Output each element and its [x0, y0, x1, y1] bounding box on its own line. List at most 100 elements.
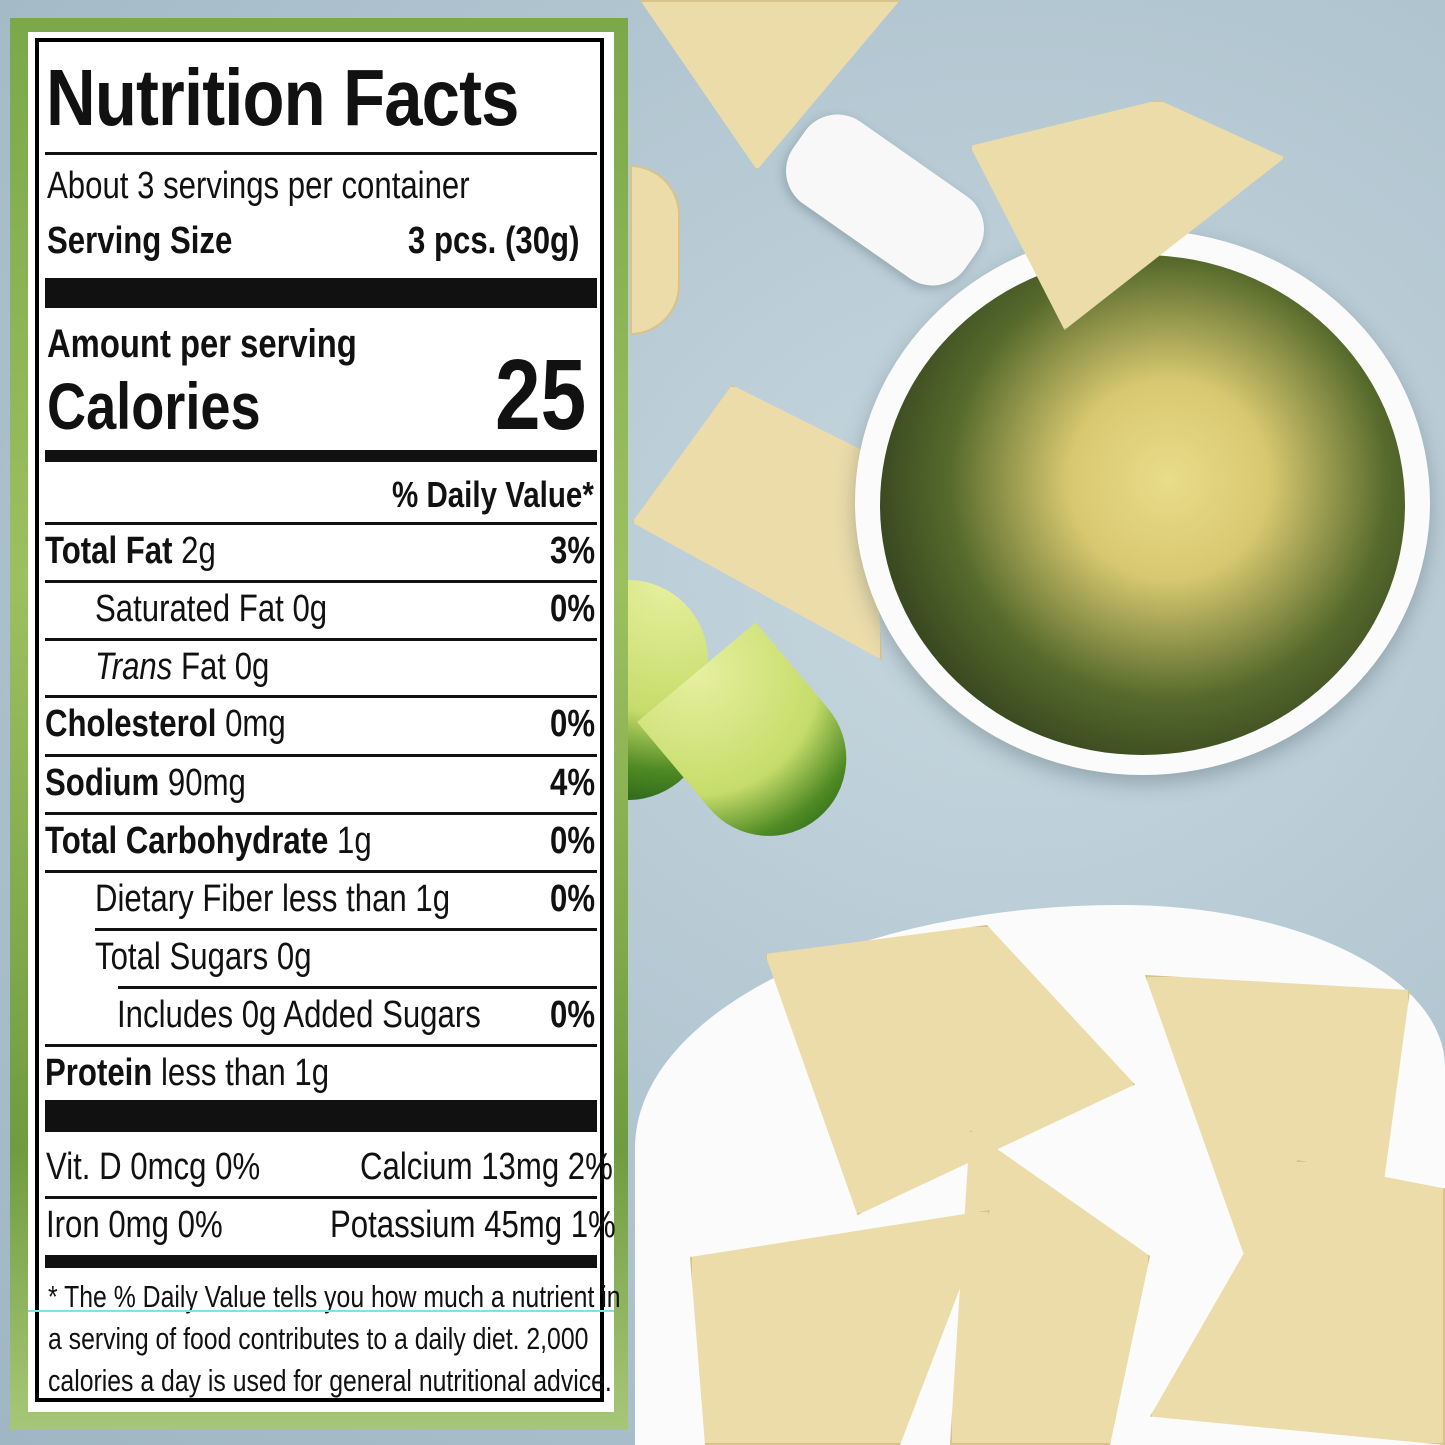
nutrient-amount: 90mg: [167, 762, 246, 804]
divider: [45, 1044, 597, 1047]
divider: [95, 928, 597, 931]
nutrient-label: Cholesterol 0mg: [45, 703, 286, 746]
divider: [45, 812, 597, 815]
divider: [45, 580, 597, 583]
nutrient-daily-value: 3%: [550, 530, 605, 573]
nutrient-row: Total Sugars 0g: [95, 936, 359, 979]
nutrient-label: Protein less than 1g: [45, 1052, 329, 1095]
nutrient-row: Sodium 90mg: [45, 762, 290, 805]
calories-label-text: Calories: [47, 369, 261, 443]
amount-per-serving: Amount per serving: [47, 322, 425, 367]
nutrient-name: Dietary Fiber: [95, 878, 274, 920]
calories-label: Calories: [47, 368, 307, 444]
serving-size-value-text: 3 pcs. (30g): [408, 220, 580, 262]
vitamin-d: Vit. D 0mcg 0%: [46, 1146, 307, 1189]
footnote: * The % Daily Value tells you how much a…: [48, 1276, 764, 1402]
nutrient-label: Total Fat 2g: [45, 530, 216, 573]
nutrient-daily-value-text: 4%: [550, 762, 596, 804]
nutrient-row: Dietary Fiber less than 1g: [95, 878, 528, 921]
medium-divider: [45, 450, 597, 462]
bowl-handle: [770, 98, 1000, 302]
nutrient-daily-value-text: 3%: [550, 530, 596, 572]
nutrient-label: Trans Fat 0g: [95, 646, 269, 689]
footnote-line: a serving of food contributes to a daily…: [48, 1321, 589, 1356]
footnote-line: * The % Daily Value tells you how much a…: [48, 1279, 621, 1314]
nutrient-name: Total Carbohydrate: [45, 820, 329, 862]
label-title-text: Nutrition Facts: [46, 53, 519, 142]
nutrient-amount: 0g: [292, 588, 328, 630]
nutrient-label: Sodium 90mg: [45, 762, 246, 805]
divider: [45, 695, 597, 698]
thick-divider: [45, 278, 597, 308]
nutrient-name: Saturated Fat: [95, 588, 284, 630]
nutrient-label: Total Sugars 0g: [95, 936, 312, 979]
calcium: Calcium 13mg 2%: [360, 1146, 668, 1189]
nutrient-label: Dietary Fiber less than 1g: [95, 878, 450, 921]
nutrient-daily-value-text: 0%: [550, 878, 596, 920]
serving-size-value: 3 pcs. (30g): [408, 220, 617, 263]
iron-text: Iron 0mg 0%: [46, 1204, 223, 1246]
nutrient-row: Saturated Fat 0g: [95, 588, 378, 631]
medium-divider: [45, 1255, 597, 1268]
nutrient-daily-value-text: 0%: [550, 588, 596, 630]
nutrient-daily-value-text: 0%: [550, 820, 596, 862]
tortilla-chip: [630, 165, 680, 335]
servings-text: About 3 servings per container: [47, 165, 470, 207]
nutrient-label: Saturated Fat 0g: [95, 588, 327, 631]
nutrient-amount: 0mg: [225, 703, 286, 745]
label-title: Nutrition Facts: [46, 52, 595, 144]
nutrient-name: Sodium: [45, 762, 160, 804]
nutrient-row: Includes 0g Added Sugars: [117, 994, 561, 1037]
serving-size-label-text: Serving Size: [47, 220, 233, 262]
nutrient-row: Total Fat 2g: [45, 530, 253, 573]
nutrient-name: Total Fat: [45, 530, 173, 572]
amount-per-serving-text: Amount per serving: [47, 322, 357, 366]
calories-value: 25: [495, 338, 606, 453]
nutrient-daily-value: 0%: [550, 588, 605, 631]
divider: [45, 522, 597, 525]
nutrient-amount: 1g: [337, 820, 372, 862]
nutrient-amount: less than 1g: [161, 1052, 330, 1094]
nutrient-label: Includes 0g Added Sugars: [117, 994, 481, 1037]
divider: [45, 870, 597, 873]
nutrient-daily-value: 0%: [550, 820, 605, 863]
nutrient-name: Cholesterol: [45, 703, 217, 745]
thick-divider: [45, 1100, 597, 1132]
vitamin-d-text: Vit. D 0mcg 0%: [46, 1146, 261, 1188]
daily-value-header: % Daily Value*: [392, 474, 638, 516]
nutrient-label: Total Carbohydrate 1g: [45, 820, 372, 863]
nutrient-row: Cholesterol 0mg: [45, 703, 339, 746]
nutrient-name: Total Sugars: [95, 936, 269, 978]
nutrient-daily-value: 0%: [550, 878, 605, 921]
divider: [45, 152, 597, 155]
nutrient-amount: 0g: [234, 646, 270, 688]
nutrient-amount: 2g: [181, 530, 216, 572]
nutrient-name: Protein: [45, 1052, 153, 1094]
nutrient-row: Protein less than 1g: [45, 1052, 391, 1095]
nutrient-daily-value: 4%: [550, 762, 605, 805]
cyan-guide-line: [28, 1310, 614, 1312]
nutrient-daily-value-text: 0%: [550, 994, 596, 1036]
potassium-text: Potassium 45mg 1%: [330, 1204, 616, 1246]
servings-per-container: About 3 servings per container: [47, 165, 562, 208]
calories-value-text: 25: [495, 339, 587, 451]
divider: [118, 986, 597, 989]
nutrient-name: Includes 0g Added Sugars: [117, 994, 481, 1036]
serving-size-label: Serving Size: [47, 220, 273, 263]
nutrient-daily-value: 0%: [550, 994, 605, 1037]
divider: [45, 638, 597, 641]
nutrient-row: Total Carbohydrate 1g: [45, 820, 443, 863]
spinach-dip: [880, 255, 1405, 755]
nutrient-row: Trans Fat 0g: [95, 646, 308, 689]
potassium: Potassium 45mg 1%: [330, 1204, 679, 1247]
nutrition-label-border: [35, 38, 604, 1402]
calcium-text: Calcium 13mg 2%: [360, 1146, 613, 1188]
nutrient-daily-value: 0%: [550, 703, 605, 746]
nutrient-name: Trans: [95, 646, 173, 688]
daily-value-header-text: % Daily Value*: [392, 474, 594, 515]
footnote-line: calories a day is used for general nutri…: [48, 1363, 612, 1398]
nutrient-amount: 0g: [276, 936, 312, 978]
divider: [45, 754, 597, 757]
nutrient-name-suffix: Fat: [181, 646, 227, 688]
